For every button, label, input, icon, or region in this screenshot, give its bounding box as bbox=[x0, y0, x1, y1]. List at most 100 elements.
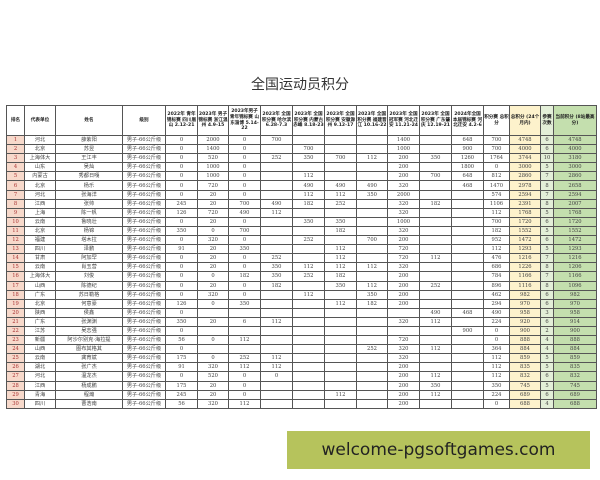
table-cell: 0 bbox=[165, 289, 198, 300]
table-cell: 688 bbox=[553, 398, 597, 409]
table-cell: 0 bbox=[165, 344, 198, 355]
table-body: 1 河北 薛紫阳 男子-66公斤级 0 2000 0 700 1400 648 700 4748 6 47… bbox=[6, 134, 597, 409]
table-cell bbox=[260, 344, 293, 355]
table-cell bbox=[356, 353, 388, 364]
table-cell: 720 bbox=[387, 335, 420, 346]
table-cell bbox=[228, 325, 261, 337]
table-row: 23 新疆 阿沙尔别克·海拉提 男子-66公斤级 56 0 112 720 0 888 4 888 bbox=[6, 335, 597, 346]
table-cell: 2391 bbox=[509, 198, 541, 209]
table-cell: 112 bbox=[483, 371, 510, 382]
table-cell: 上海 bbox=[24, 207, 56, 218]
table-cell bbox=[356, 307, 388, 318]
table-cell: 900 bbox=[451, 325, 484, 337]
table-cell: 男子-66公斤级 bbox=[122, 271, 166, 282]
table-cell: 0 bbox=[228, 171, 261, 182]
table-cell: 29 bbox=[6, 389, 25, 400]
column-header: 2023年男子 青年锦标赛 山东淄博 5.14-22 bbox=[228, 105, 261, 136]
table-cell: 5 bbox=[540, 362, 554, 373]
table-cell: 男子-66公斤级 bbox=[122, 171, 166, 182]
table-cell: 112 bbox=[419, 316, 452, 327]
table-cell: 112 bbox=[324, 244, 357, 255]
table-cell: 350 bbox=[356, 189, 388, 200]
table-cell: 200 bbox=[387, 153, 420, 164]
table-cell: 0 bbox=[228, 134, 261, 146]
table-cell bbox=[419, 225, 452, 237]
table-cell: 1720 bbox=[509, 216, 541, 227]
table-cell: 江西 bbox=[24, 198, 56, 209]
table-cell: 0 bbox=[165, 307, 198, 318]
table-cell: 6 bbox=[6, 180, 25, 191]
table-cell: 350 bbox=[324, 216, 357, 227]
table-cell bbox=[451, 280, 484, 291]
table-cell: 320 bbox=[387, 180, 420, 191]
table-cell bbox=[324, 362, 357, 373]
table-cell: 2594 bbox=[509, 189, 541, 200]
table-row: 4 山东 吴灿 男子-66公斤级 0 1000 0 200 1800 0 3000 5 3000 bbox=[6, 162, 597, 173]
table-row: 21 广东 张渊渊 男子-66公斤级 350 20 6 112 320 112 224 920 6 914 bbox=[6, 316, 597, 327]
table-cell: 490 bbox=[419, 307, 452, 318]
table-cell: 男子-66公斤级 bbox=[122, 289, 166, 300]
table-cell: 7 bbox=[6, 189, 25, 200]
table-cell bbox=[292, 380, 325, 391]
table-cell: 7 bbox=[540, 189, 554, 200]
table-cell: 河北 bbox=[24, 189, 56, 200]
table-cell: 958 bbox=[509, 307, 541, 318]
table-cell bbox=[197, 344, 229, 355]
table-cell: 0 bbox=[165, 262, 198, 273]
table-cell: 200 bbox=[387, 398, 420, 409]
table-cell: 陈一帆 bbox=[55, 207, 123, 218]
table-cell bbox=[451, 198, 484, 209]
table-cell: 4 bbox=[540, 335, 554, 346]
table-cell: 468 bbox=[451, 307, 484, 318]
table-cell: 男子-66公斤级 bbox=[122, 207, 166, 218]
table-cell: 0 bbox=[228, 289, 261, 300]
table-cell: 835 bbox=[553, 362, 597, 373]
table-cell bbox=[419, 325, 452, 337]
table-cell: 北京 bbox=[24, 298, 56, 309]
table-cell: 245 bbox=[165, 389, 198, 400]
table-row: 7 河北 张海洋 男子-66公斤级 0 20 0 112 112 350 2000 574 2594 7 2… bbox=[6, 189, 597, 200]
table-cell: 26 bbox=[6, 362, 25, 373]
table-cell: 0 bbox=[165, 171, 198, 182]
table-cell: 陈德纪 bbox=[55, 280, 123, 291]
table-cell: 884 bbox=[553, 344, 597, 355]
table-cell: 182 bbox=[324, 225, 357, 237]
table-cell: 126 bbox=[165, 207, 198, 218]
table-cell: 内蒙古 bbox=[24, 171, 56, 182]
table-cell bbox=[292, 225, 325, 237]
table-cell: 720 bbox=[387, 244, 420, 255]
table-cell: 男子-66公斤级 bbox=[122, 335, 166, 346]
table-cell bbox=[356, 362, 388, 373]
watermark-banner[interactable]: welcome-pgsoftgames.com bbox=[287, 431, 590, 469]
table-cell bbox=[292, 316, 325, 327]
table-row: 10 云南 鲁晓壮 男子-66公斤级 0 20 0 350 350 1000 700 1720 6 172… bbox=[6, 216, 597, 227]
table-cell: 700 bbox=[228, 225, 261, 237]
table-cell: 男子-66公斤级 bbox=[122, 280, 166, 291]
table-cell: 20 bbox=[197, 280, 229, 291]
table-cell: 888 bbox=[553, 335, 597, 346]
table-cell bbox=[419, 134, 452, 146]
table-cell: 1260 bbox=[451, 153, 484, 164]
table-cell: 男子-66公斤级 bbox=[122, 380, 166, 391]
table-cell: 1 bbox=[6, 134, 25, 146]
table-cell: 0 bbox=[165, 371, 198, 382]
table-cell: 224 bbox=[483, 316, 510, 327]
table-cell: 112 bbox=[324, 262, 357, 273]
table-cell: 12 bbox=[6, 235, 25, 246]
table-cell: 0 bbox=[197, 271, 229, 282]
table-cell bbox=[451, 344, 484, 355]
table-cell: 王江丰 bbox=[55, 153, 123, 164]
table-cell bbox=[292, 344, 325, 355]
table-cell: 15 bbox=[6, 262, 25, 273]
table-cell bbox=[324, 235, 357, 246]
table-cell: 745 bbox=[509, 380, 541, 391]
table-row: 20 陕西 侯鑫 男子-66公斤级 0 490 468 490 958 3 958 bbox=[6, 307, 597, 318]
table-cell: 900 bbox=[553, 325, 597, 337]
table-cell: 182 bbox=[419, 198, 452, 209]
table-cell: 112 bbox=[292, 289, 325, 300]
table-cell: 896 bbox=[483, 280, 510, 291]
table-cell: 350 bbox=[419, 380, 452, 391]
table-cell bbox=[356, 316, 388, 327]
table-cell: 745 bbox=[553, 380, 597, 391]
table-cell: 图布其格其 bbox=[55, 344, 123, 355]
